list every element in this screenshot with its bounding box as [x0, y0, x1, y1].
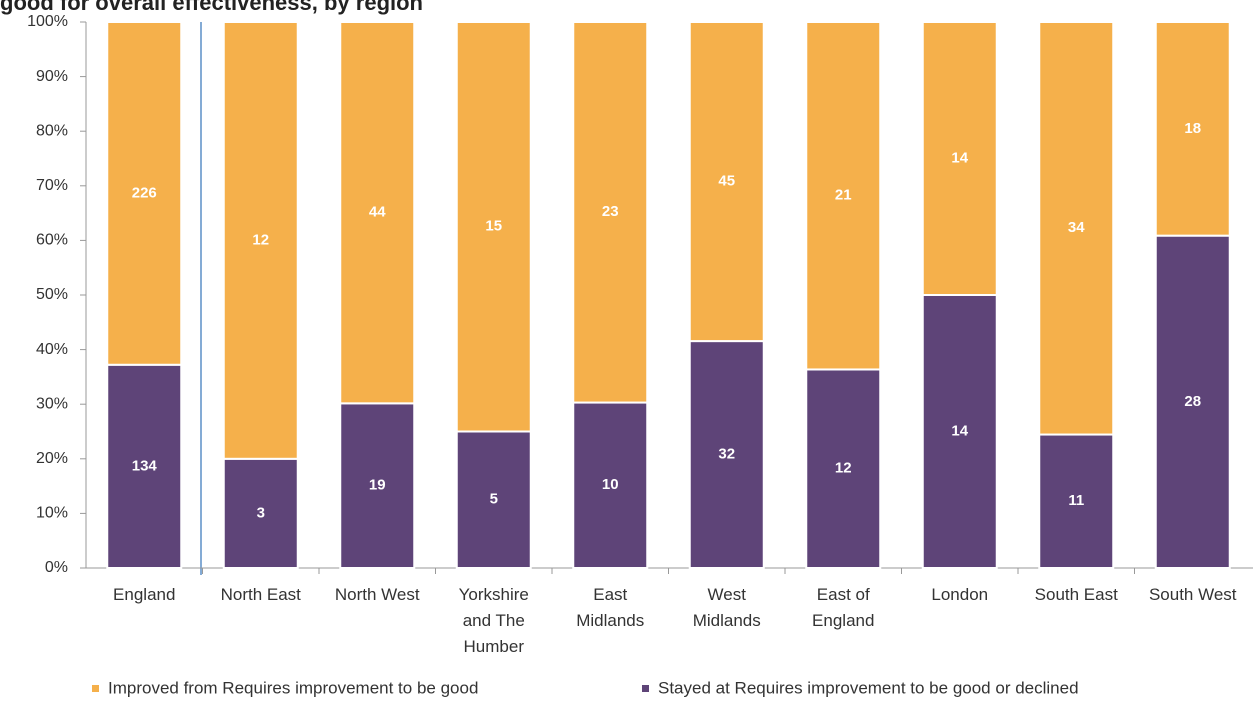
bar-segment — [1038, 433, 1115, 569]
y-tick-label: 0% — [45, 559, 68, 576]
data-label: 23 — [602, 203, 619, 220]
bar-segment — [222, 21, 299, 460]
y-tick-label: 70% — [36, 177, 68, 194]
legend-label: Stayed at Requires improvement to be goo… — [658, 678, 1079, 697]
bar-segment — [921, 294, 998, 569]
bar-segment — [805, 368, 882, 570]
bar-segment — [339, 21, 416, 405]
x-tick-label: East Midlands — [576, 585, 645, 630]
data-label: 11 — [1068, 492, 1084, 509]
x-tick-label: South East — [1034, 585, 1118, 604]
bar-segment — [339, 402, 416, 570]
x-tick-label: England — [113, 585, 176, 604]
data-label: 12 — [252, 231, 269, 248]
y-tick-label: 90% — [36, 68, 68, 85]
data-label: 134 — [132, 457, 158, 474]
legend-swatch — [92, 685, 99, 692]
bar-segment — [455, 430, 532, 569]
y-tick-label: 100% — [27, 13, 68, 30]
x-tick-label: North West — [334, 585, 420, 604]
x-tick-label: North East — [220, 585, 301, 604]
data-label: 10 — [602, 476, 619, 493]
x-tick-label: London — [931, 585, 989, 604]
data-label: 44 — [369, 204, 386, 221]
data-label: 14 — [951, 422, 968, 439]
y-tick-label: 80% — [36, 122, 68, 139]
x-tick-label: West Midlands — [692, 585, 761, 630]
bar-segment — [572, 401, 649, 569]
data-label: 21 — [835, 187, 852, 204]
chart-title: good for overall effectiveness, by regio… — [0, 0, 423, 15]
bar-segment — [1154, 21, 1231, 237]
bar-segment — [1154, 234, 1231, 570]
data-label: 12 — [835, 460, 852, 477]
data-label: 45 — [718, 173, 735, 190]
data-label: 3 — [257, 504, 265, 521]
legend-label: Improved from Requires improvement to be… — [108, 678, 478, 697]
x-tick-label: Yorkshire and The Humber — [458, 585, 529, 656]
bar-segment — [572, 21, 649, 404]
data-label: 32 — [718, 446, 735, 463]
bar-segment — [106, 21, 183, 366]
data-label: 34 — [1068, 219, 1085, 236]
data-label: 18 — [1184, 120, 1201, 137]
bar-segment — [1038, 21, 1115, 436]
bar-segment — [688, 340, 765, 569]
data-label: 14 — [951, 149, 968, 166]
bar-segment — [921, 21, 998, 296]
bar-segment — [688, 21, 765, 343]
y-tick-label: 10% — [36, 505, 68, 522]
bar-segment — [455, 21, 532, 433]
data-label: 5 — [490, 491, 498, 508]
data-label: 28 — [1184, 393, 1201, 410]
data-label: 15 — [485, 218, 502, 235]
y-tick-label: 50% — [36, 286, 68, 303]
y-tick-label: 20% — [36, 450, 68, 467]
bar-segment — [222, 457, 299, 569]
y-tick-label: 40% — [36, 341, 68, 358]
y-tick-label: 30% — [36, 395, 68, 412]
x-tick-label: South West — [1148, 585, 1237, 604]
x-tick-label: East of England — [812, 585, 875, 630]
bar-segment — [805, 21, 882, 371]
y-tick-label: 60% — [36, 232, 68, 249]
data-label: 226 — [132, 184, 157, 201]
data-label: 19 — [369, 477, 386, 494]
legend-swatch — [642, 685, 649, 692]
